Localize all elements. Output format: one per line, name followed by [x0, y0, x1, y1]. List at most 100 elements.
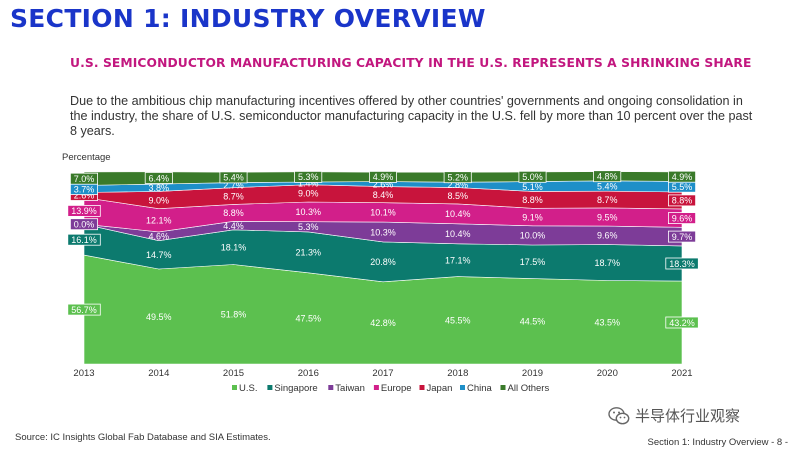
data-label: 9.7% [668, 230, 697, 243]
data-label: 7.0% [70, 172, 99, 185]
svg-text:7.0%: 7.0% [74, 174, 95, 184]
svg-text:17.1%: 17.1% [445, 256, 471, 266]
data-label: 18.7% [595, 258, 621, 268]
svg-text:Taiwan: Taiwan [335, 383, 365, 394]
data-label: 9.0% [149, 195, 170, 205]
chart-data-labels: 56.7% 49.5% 51.8% 47.5% 42.8% 45.5% 44.5% 43.5%… [67, 170, 699, 329]
svg-text:20.8%: 20.8% [370, 257, 396, 267]
data-label: 10.0% [520, 231, 546, 241]
svg-text:4.4%: 4.4% [223, 221, 244, 231]
svg-text:8.7%: 8.7% [597, 195, 618, 205]
svg-text:18.3%: 18.3% [669, 259, 695, 269]
svg-text:9.0%: 9.0% [298, 189, 319, 199]
source-note: Source: IC Insights Global Fab Database … [15, 432, 271, 443]
svg-text:16.1%: 16.1% [71, 235, 97, 245]
data-label: 20.8% [370, 257, 396, 267]
svg-text:5.3%: 5.3% [298, 172, 319, 182]
chart-title: U.S. SEMICONDUCTOR MANUFACTURING CAPACIT… [70, 56, 752, 70]
svg-text:13.9%: 13.9% [71, 206, 97, 216]
svg-text:10.4%: 10.4% [445, 209, 471, 219]
data-label: 9.0% [298, 189, 319, 199]
data-label: 18.3% [665, 257, 699, 270]
svg-text:2.6%: 2.6% [373, 179, 394, 189]
svg-text:18.1%: 18.1% [221, 243, 247, 253]
data-label: 17.5% [520, 257, 546, 267]
svg-text:9.1%: 9.1% [522, 212, 543, 222]
x-tick-label: 2013 [73, 368, 94, 379]
svg-text:8.8%: 8.8% [522, 195, 543, 205]
x-tick-label: 2016 [298, 368, 319, 379]
data-label: 21.3% [296, 248, 322, 258]
svg-text:5.4%: 5.4% [223, 173, 244, 183]
footer-page-number: Section 1: Industry Overview - 8 - [647, 437, 788, 448]
svg-text:17.5%: 17.5% [520, 257, 546, 267]
data-label: 5.2% [443, 171, 472, 184]
chart-legend: U.S. Singapore Taiwan Europe Japan China All O… [232, 383, 549, 394]
svg-text:10.3%: 10.3% [370, 227, 396, 237]
data-label: 51.8% [221, 310, 247, 320]
legend-item: China [460, 383, 493, 394]
data-label: 10.4% [445, 229, 471, 239]
svg-text:5.4%: 5.4% [597, 181, 618, 191]
x-tick-label: 2017 [372, 368, 393, 379]
data-label: 8.7% [597, 195, 618, 205]
chart-x-ticks: 2013 2014 2015 2016 2017 2018 2019 2020 2021 [73, 368, 692, 379]
svg-text:14.7%: 14.7% [146, 250, 172, 260]
section-title: SECTION 1: INDUSTRY OVERVIEW [10, 4, 486, 33]
legend-item: All Others [500, 383, 549, 394]
svg-text:10.0%: 10.0% [520, 231, 546, 241]
data-label: 8.8% [223, 208, 244, 218]
data-label: 14.7% [146, 250, 172, 260]
x-tick-label: 2021 [671, 368, 692, 379]
svg-text:1.4%: 1.4% [298, 179, 319, 189]
svg-text:4.9%: 4.9% [672, 172, 693, 182]
data-label: 2.7% [223, 181, 244, 191]
svg-text:9.6%: 9.6% [597, 231, 618, 241]
svg-text:9.7%: 9.7% [672, 232, 693, 242]
wechat-icon [608, 406, 630, 424]
svg-text:42.8%: 42.8% [370, 318, 396, 328]
data-label: 5.3% [294, 170, 323, 183]
svg-text:9.6%: 9.6% [672, 213, 693, 223]
svg-text:49.5%: 49.5% [146, 312, 172, 322]
legend-item: U.S. [232, 383, 257, 394]
svg-text:4.9%: 4.9% [373, 172, 394, 182]
data-label: 18.1% [221, 243, 247, 253]
chart-areas [83, 171, 683, 365]
watermark: 半导体行业观察 [608, 405, 740, 426]
data-label: 3.7% [70, 183, 99, 195]
data-label: 12.1% [146, 216, 172, 226]
data-label: 4.6% [149, 232, 170, 242]
svg-text:43.2%: 43.2% [669, 318, 695, 328]
data-label: 42.8% [370, 318, 396, 328]
data-label: 56.7% [67, 303, 101, 316]
legend-item: Europe [373, 383, 412, 394]
data-label: 43.2% [665, 316, 699, 329]
svg-text:51.8%: 51.8% [221, 310, 247, 320]
svg-text:Japan: Japan [427, 383, 453, 394]
data-label: 4.9% [668, 170, 697, 183]
data-label: 44.5% [520, 317, 546, 327]
svg-text:5.2%: 5.2% [448, 173, 469, 183]
y-axis-label: Percentage [62, 152, 111, 163]
data-label: 13.9% [67, 204, 101, 217]
data-label: 47.5% [296, 314, 322, 324]
svg-text:8.8%: 8.8% [672, 196, 693, 206]
data-label: 4.8% [593, 170, 622, 183]
chart-description: Due to the ambitious chip manufacturing … [70, 94, 753, 138]
data-label: 5.3% [298, 222, 319, 232]
data-label: 3.8% [149, 183, 170, 193]
svg-text:U.S.: U.S. [239, 383, 257, 394]
data-label: 43.5% [595, 318, 621, 328]
svg-text:10.1%: 10.1% [370, 208, 396, 218]
svg-text:10.3%: 10.3% [296, 207, 322, 217]
svg-text:9.5%: 9.5% [597, 212, 618, 222]
svg-text:6.4%: 6.4% [149, 173, 170, 183]
data-label: 9.6% [668, 212, 697, 225]
svg-text:8.7%: 8.7% [223, 191, 244, 201]
data-label: 5.5% [668, 180, 697, 193]
data-label: 9.6% [597, 231, 618, 241]
svg-text:Europe: Europe [381, 383, 412, 394]
data-label: 8.7% [223, 191, 244, 201]
